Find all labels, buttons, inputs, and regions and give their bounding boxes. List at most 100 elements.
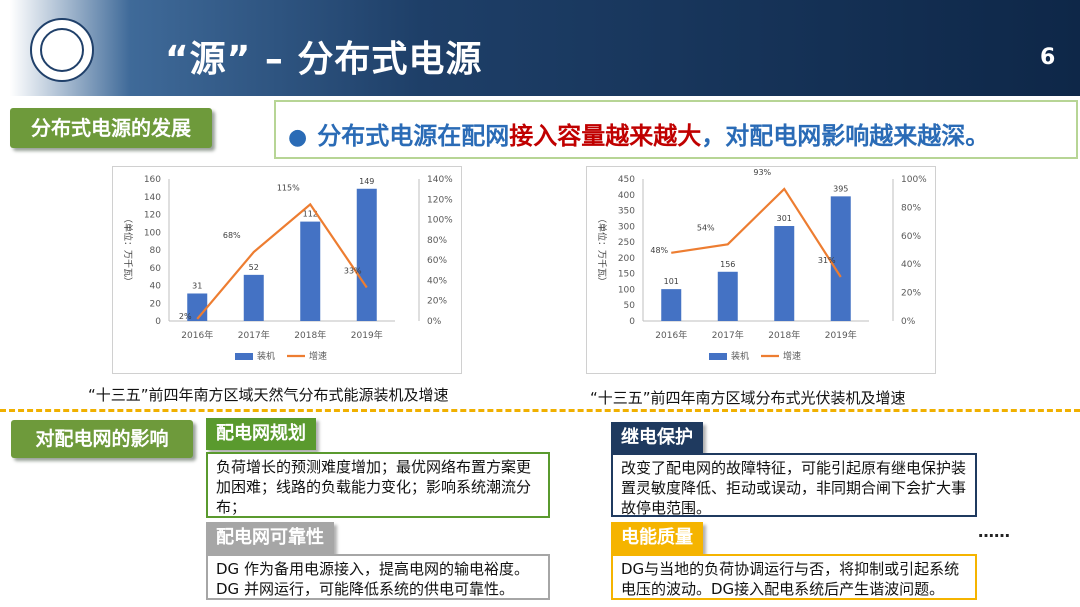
- ellipsis: ……: [978, 522, 1010, 541]
- reliability-title: 配电网可靠性: [206, 522, 334, 554]
- pv-line-label: 31%: [818, 256, 836, 265]
- gas-bar: [243, 274, 264, 321]
- planning-title: 配电网规划: [206, 418, 316, 450]
- gas-line-label: 33%: [344, 267, 362, 276]
- pv-bar: [661, 289, 682, 321]
- gas-x-tick: 2016年: [181, 329, 213, 341]
- gas-bar: [300, 221, 321, 321]
- pv-bar: [774, 226, 795, 321]
- gas-line-label: 115%: [277, 183, 300, 192]
- page-number: 6: [1040, 45, 1056, 70]
- section-divider: [0, 409, 1080, 412]
- gas-bar-label: 52: [249, 263, 259, 272]
- gas-y2-tick: 20%: [427, 297, 447, 307]
- pv-y2-tick: 20%: [901, 289, 921, 299]
- gas-x-tick: 2017年: [238, 329, 270, 341]
- pv-bar-label: 395: [833, 184, 848, 193]
- pv-x-tick: 2019年: [825, 329, 857, 341]
- gas-y-tick: 0: [155, 317, 161, 327]
- gas-bar: [356, 188, 377, 321]
- gas-line-label: 2%: [179, 312, 192, 321]
- protection-title: 继电保护: [611, 422, 703, 454]
- gas-y2-tick: 0%: [427, 317, 442, 327]
- title-bar: [0, 0, 1080, 96]
- pv-x-tick: 2018年: [768, 329, 800, 341]
- pv-y-tick: 400: [618, 191, 635, 201]
- chart-gas: 0 20 40 60 80 100 120 140 160 0% 20% 40% 60% 80% 100% 1…: [112, 166, 462, 374]
- gas-bar-label: 149: [359, 177, 374, 186]
- pv-bar: [717, 271, 738, 321]
- pv-y2-tick: 100%: [901, 175, 927, 185]
- gas-y-tick: 60: [150, 264, 162, 274]
- headline-part2: 接入容量越来越大: [509, 122, 702, 150]
- pv-y2-tick: 80%: [901, 203, 921, 213]
- headline: ● 分布式电源在配网接入容量越来越大，对配电网影响越来越深。: [288, 116, 989, 151]
- reliability-text: DG 作为备用电源接入，提高电网的输电裕度。DG 并网运行，可能降低系统的供电可…: [206, 554, 550, 600]
- pv-bar-label: 301: [777, 214, 792, 223]
- pv-y-label: （单位：万千瓦）: [596, 214, 608, 286]
- gas-x-tick: 2019年: [351, 329, 383, 341]
- pv-y2-tick: 60%: [901, 232, 921, 242]
- headline-part3: ，对配电网影响越来越深。: [701, 122, 990, 150]
- gas-legend-bar-swatch: [235, 353, 253, 360]
- pv-bar-label: 101: [664, 277, 679, 286]
- gas-y2-tick: 80%: [427, 236, 447, 246]
- university-logo: [30, 18, 94, 82]
- gas-line-label: 68%: [223, 231, 241, 240]
- pv-bar-label: 156: [720, 260, 735, 269]
- gas-y-tick: 160: [144, 175, 161, 185]
- pv-y-tick: 450: [618, 175, 635, 185]
- pv-line-label: 48%: [650, 246, 668, 255]
- gas-bar-label: 112: [303, 210, 318, 219]
- chart-pv-caption: “十三五”前四年南方区域分布式光伏装机及增速: [590, 389, 906, 407]
- planning-text: 负荷增长的预测难度增加；最优网络布置方案更加困难；线路的负载能力变化；影响系统潮…: [206, 452, 550, 518]
- pv-y2-tick: 40%: [901, 260, 921, 270]
- gas-y-tick: 140: [144, 193, 161, 203]
- quality-title: 电能质量: [611, 522, 703, 554]
- protection-text: 改变了配电网的故障特征，可能引起原有继电保护装置灵敏度降低、拒动或误动，非同期合…: [611, 453, 977, 517]
- gas-legend-bar-label: 装机: [257, 350, 275, 362]
- gas-y2-tick: 140%: [427, 175, 453, 185]
- pv-legend-bar-swatch: [709, 353, 727, 360]
- gas-line: [196, 202, 368, 320]
- quality-text: DG与当地的负荷协调运行与否，将抑制或引起系统电压的波动。DG接入配电系统后产生…: [611, 554, 977, 600]
- gas-x-tick: 2018年: [294, 329, 326, 341]
- gas-y-tick: 20: [150, 299, 162, 309]
- chart-gas-svg: 0 20 40 60 80 100 120 140 160 0% 20% 40% 60% 80% 100% 1…: [122, 175, 453, 362]
- pv-y-tick: 0: [629, 317, 635, 327]
- headline-box: ● 分布式电源在配网接入容量越来越大，对配电网影响越来越深。: [274, 100, 1078, 159]
- pv-line-label: 93%: [753, 168, 771, 177]
- pv-legend-bar-label: 装机: [731, 350, 749, 362]
- gas-y-tick: 80: [150, 246, 162, 256]
- slide-title: “源” – 分布式电源: [165, 39, 483, 80]
- pv-y-tick: 150: [618, 270, 635, 280]
- pv-y-tick: 350: [618, 207, 635, 217]
- gas-y2-tick: 100%: [427, 216, 453, 226]
- chart-gas-caption: “十三五”前四年南方区域天然气分布式能源装机及增速: [88, 386, 449, 404]
- pv-y-tick: 250: [618, 238, 635, 248]
- bullet-icon: ●: [288, 125, 308, 150]
- gas-y2-tick: 40%: [427, 276, 447, 286]
- pv-line-label: 54%: [697, 223, 715, 232]
- gas-y2-tick: 120%: [427, 195, 453, 205]
- pv-y2-tick: 0%: [901, 317, 916, 327]
- gas-y-label: （单位：万千瓦）: [122, 214, 134, 286]
- pv-y-tick: 200: [618, 254, 635, 264]
- pv-x-tick: 2016年: [655, 329, 687, 341]
- gas-legend-line-label: 增速: [309, 350, 327, 362]
- chart-pv-svg: 0 50 100 150 200 250 300 350 400 450 0% 20% 40% 60% 80…: [596, 168, 927, 362]
- headline-part1: 分布式电源在配网: [317, 122, 510, 150]
- gas-y-tick: 40: [150, 282, 162, 292]
- pv-y-tick: 300: [618, 222, 635, 232]
- development-label: 分布式电源的发展: [10, 108, 212, 148]
- impact-label: 对配电网的影响: [11, 420, 193, 458]
- pv-y-tick: 50: [624, 301, 636, 311]
- pv-y-tick: 100: [618, 285, 635, 295]
- gas-y-tick: 100: [144, 228, 161, 238]
- pv-x-tick: 2017年: [712, 329, 744, 341]
- pv-line: [671, 187, 842, 278]
- gas-y-tick: 120: [144, 211, 161, 221]
- pv-legend-line-label: 增速: [783, 350, 801, 362]
- chart-pv: 0 50 100 150 200 250 300 350 400 450 0% 20% 40% 60% 80…: [586, 166, 936, 374]
- pv-bar: [830, 196, 851, 321]
